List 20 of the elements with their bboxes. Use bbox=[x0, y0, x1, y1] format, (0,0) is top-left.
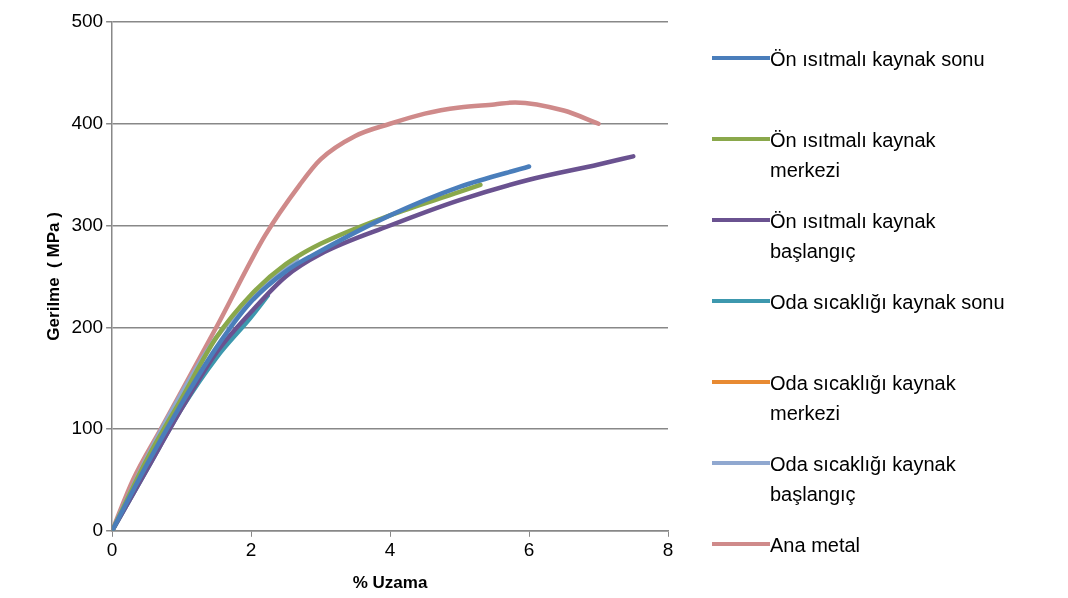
legend-label: Ana metal bbox=[770, 533, 862, 558]
x-tick-label: 8 bbox=[662, 539, 674, 561]
legend-label: Ön ısıtmalı kaynak başlangıç bbox=[770, 209, 937, 264]
x-tick-label: 0 bbox=[106, 539, 118, 561]
y-axis-title: Gerilme ( MPa ) bbox=[43, 212, 63, 341]
y-tick-label: 200 bbox=[71, 315, 104, 337]
y-tick-label: 400 bbox=[71, 111, 104, 133]
legend-label: Oda sıcaklığı kaynak başlangıç bbox=[770, 452, 957, 507]
legend-label: Oda sıcaklığı kaynak merkezi bbox=[770, 371, 957, 426]
y-tick-label: 0 bbox=[92, 519, 104, 541]
x-tick-label: 4 bbox=[384, 539, 396, 561]
x-axis-title: % Uzama bbox=[352, 573, 428, 593]
x-tick-label: 6 bbox=[523, 539, 535, 561]
legend-label: Ön ısıtmalı kaynak sonu bbox=[770, 47, 986, 72]
legend-label: Ön ısıtmalı kaynak merkezi bbox=[770, 128, 937, 183]
y-tick-label: 100 bbox=[71, 417, 104, 439]
x-tick-label: 2 bbox=[245, 539, 257, 561]
y-tick-label: 500 bbox=[71, 10, 104, 32]
legend-label: Oda sıcaklığı kaynak sonu bbox=[770, 290, 1006, 315]
y-tick-label: 300 bbox=[71, 213, 104, 235]
